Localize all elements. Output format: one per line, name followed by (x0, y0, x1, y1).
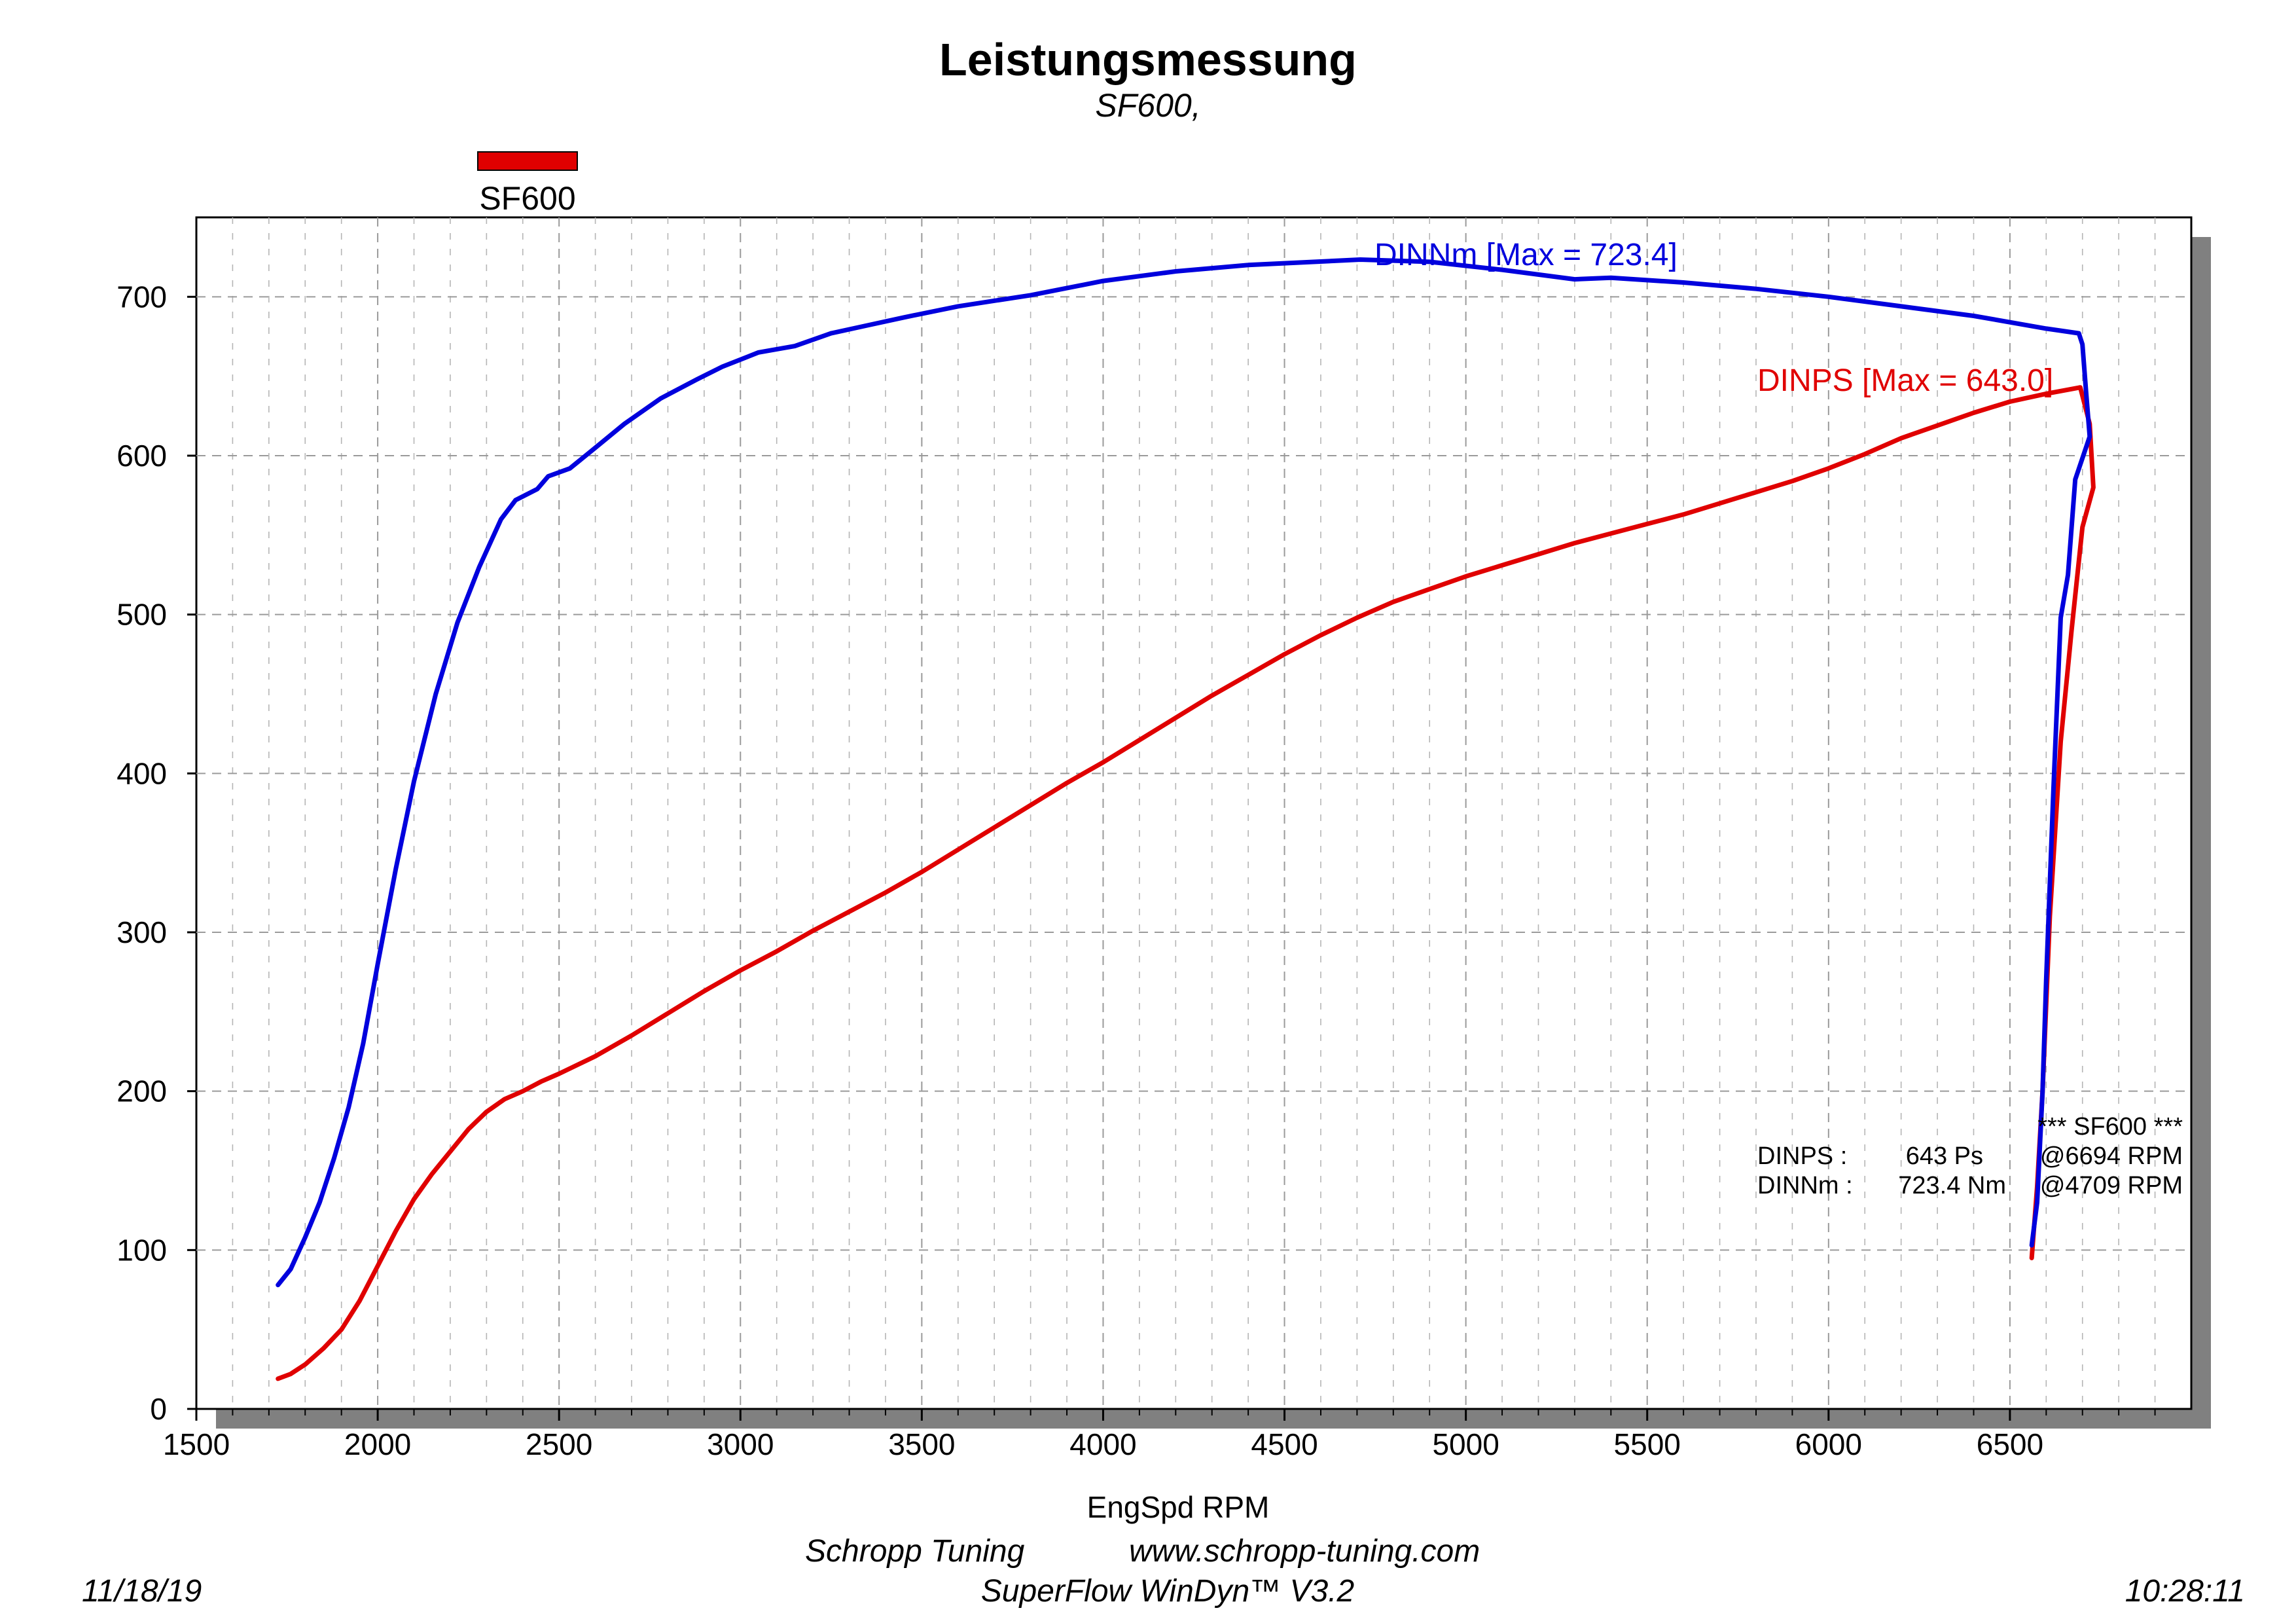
series (276, 257, 2096, 1381)
summary-header: *** SF600 *** (2037, 1113, 2183, 1140)
summary-dinnm-at: @4709 RPM (2040, 1172, 2183, 1199)
x-tick-label: 6000 (1795, 1427, 1862, 1461)
y-tick-label: 100 (117, 1233, 167, 1267)
footer: Schropp Tuning www.schropp-tuning.com Su… (82, 1534, 2245, 1609)
summary-dinnm-value: 723.4 Nm (1898, 1172, 2006, 1199)
summary-box: *** SF600 *** DINPS : 643 Ps @6694 RPM D… (1757, 1113, 2183, 1199)
summary-dinps-name: DINPS : (1757, 1142, 1847, 1170)
x-tick-label: 4500 (1251, 1427, 1318, 1461)
footer-software: SuperFlow WinDyn™ V3.2 (981, 1574, 1354, 1609)
legend-label-sf600: SF600 (479, 180, 575, 217)
y-tick-label: 500 (117, 598, 167, 632)
chart-subtitle: SF600, (1095, 87, 1200, 124)
y-tick-label: 700 (117, 280, 167, 314)
x-tick-label: 5000 (1432, 1427, 1499, 1461)
y-axis-ticks: 0 100 200 300 400 500 600 700 (117, 280, 196, 1426)
max-label-dinnm: DINNm [Max = 723.4] (1374, 238, 1677, 272)
x-tick-label: 6500 (1977, 1427, 2043, 1461)
max-label-dinps: DINPS [Max = 643.0] (1757, 363, 2053, 398)
legend-swatch-sf600 (477, 151, 578, 171)
series-line-dinps (276, 385, 2096, 1381)
x-axis-title: EngSpd RPM (1087, 1490, 1270, 1524)
x-tick-label: 2000 (344, 1427, 411, 1461)
footer-company: Schropp Tuning (805, 1534, 1025, 1569)
x-tick-label: 2500 (526, 1427, 592, 1461)
footer-time: 10:28:11 (2125, 1574, 2245, 1609)
y-tick-label: 300 (117, 915, 167, 949)
summary-dinps-value: 643 Ps (1906, 1142, 1983, 1170)
chart-title: Leistungsmessung (939, 34, 1357, 85)
y-tick-label: 400 (117, 756, 167, 790)
y-tick-label: 600 (117, 439, 167, 473)
y-tick-label: 0 (150, 1392, 167, 1426)
plot-area (195, 216, 2193, 1410)
x-tick-label: 3000 (707, 1427, 774, 1461)
x-tick-label: 5500 (1614, 1427, 1681, 1461)
legend: SF600 (477, 151, 578, 217)
x-axis-ticks: 1500 2000 2500 3000 3500 4000 4500 5000 5500 6000… (163, 1409, 2156, 1461)
grid (196, 217, 2191, 1409)
y-tick-label: 200 (117, 1074, 167, 1108)
x-tick-label: 4000 (1069, 1427, 1136, 1461)
summary-dinps-at: @6694 RPM (2040, 1142, 2183, 1170)
x-tick-label: 1500 (163, 1427, 230, 1461)
series-line-dinnm (276, 257, 2092, 1288)
footer-website: www.schropp-tuning.com (1129, 1534, 1480, 1569)
footer-date: 11/18/19 (82, 1574, 202, 1609)
x-tick-label: 3500 (888, 1427, 955, 1461)
summary-dinnm-name: DINNm : (1757, 1172, 1853, 1199)
